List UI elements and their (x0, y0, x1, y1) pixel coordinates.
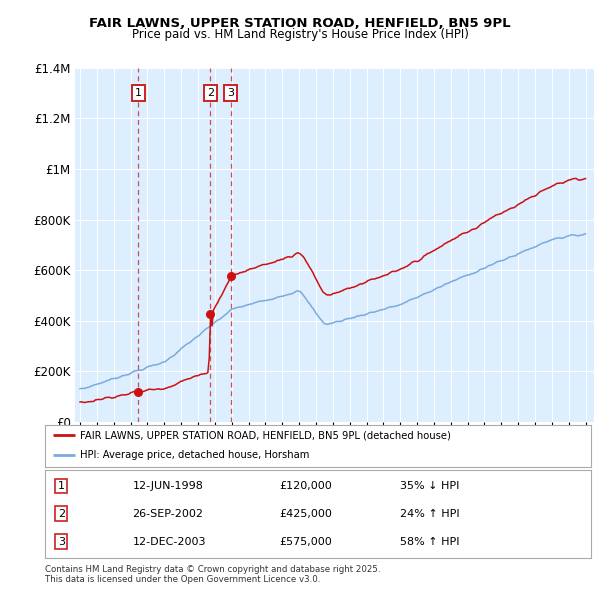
Text: 2: 2 (207, 88, 214, 98)
Text: 12-DEC-2003: 12-DEC-2003 (133, 537, 206, 547)
Text: 26-SEP-2002: 26-SEP-2002 (133, 509, 203, 519)
Text: 3: 3 (227, 88, 234, 98)
Text: 1: 1 (58, 481, 65, 491)
Text: 24% ↑ HPI: 24% ↑ HPI (400, 509, 460, 519)
Text: 3: 3 (58, 537, 65, 547)
Text: Contains HM Land Registry data © Crown copyright and database right 2025.: Contains HM Land Registry data © Crown c… (45, 565, 380, 574)
Text: 35% ↓ HPI: 35% ↓ HPI (400, 481, 459, 491)
Text: Price paid vs. HM Land Registry's House Price Index (HPI): Price paid vs. HM Land Registry's House … (131, 28, 469, 41)
Text: 58% ↑ HPI: 58% ↑ HPI (400, 537, 460, 547)
Text: £120,000: £120,000 (280, 481, 332, 491)
Text: 1: 1 (134, 88, 142, 98)
Text: 2: 2 (58, 509, 65, 519)
Text: This data is licensed under the Open Government Licence v3.0.: This data is licensed under the Open Gov… (45, 575, 320, 584)
Text: £425,000: £425,000 (280, 509, 332, 519)
Text: FAIR LAWNS, UPPER STATION ROAD, HENFIELD, BN5 9PL: FAIR LAWNS, UPPER STATION ROAD, HENFIELD… (89, 17, 511, 30)
Text: FAIR LAWNS, UPPER STATION ROAD, HENFIELD, BN5 9PL (detached house): FAIR LAWNS, UPPER STATION ROAD, HENFIELD… (80, 431, 451, 440)
Text: 12-JUN-1998: 12-JUN-1998 (133, 481, 203, 491)
Text: £575,000: £575,000 (280, 537, 332, 547)
Text: HPI: Average price, detached house, Horsham: HPI: Average price, detached house, Hors… (80, 450, 310, 460)
